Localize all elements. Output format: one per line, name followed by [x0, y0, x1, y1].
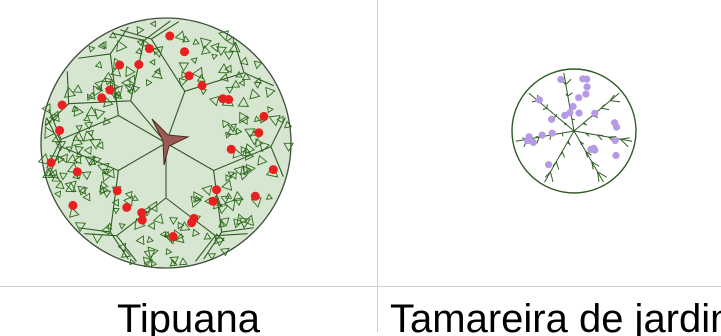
fruit-dot-icon [97, 93, 106, 102]
fruit-dot-icon [582, 91, 589, 98]
fruit-dot-icon [185, 71, 194, 80]
tamareira-canopy-icon [378, 0, 721, 286]
fruit-dot-icon [579, 75, 586, 82]
fruit-dot-icon [105, 85, 114, 94]
fruit-dot-icon [566, 109, 573, 116]
fruit-dot-icon [58, 101, 67, 110]
fruit-dot-icon [251, 192, 260, 201]
fruit-dot-icon [549, 130, 556, 137]
fruit-dot-icon [530, 139, 537, 146]
plant-name-tipuana: Tipuana [0, 296, 377, 336]
fruit-dot-icon [591, 110, 598, 117]
fruit-dot-icon [557, 76, 564, 83]
fruit-dot-icon [68, 201, 77, 210]
fruit-dot-icon [209, 197, 218, 206]
fruit-dot-icon [269, 165, 278, 174]
fruit-dot-icon [612, 137, 619, 144]
fruit-dot-icon [180, 47, 189, 56]
fruit-dot-icon [548, 116, 555, 123]
fruit-dot-icon [227, 145, 236, 154]
fruit-dot-icon [122, 203, 131, 212]
fruit-dot-icon [165, 32, 174, 41]
fruit-dot-icon [254, 128, 263, 137]
tipuana-cell [0, 0, 377, 286]
fruit-dot-icon [575, 94, 582, 101]
fruit-dot-icon [134, 60, 143, 69]
fruit-dot-icon [198, 81, 207, 90]
fruit-dot-icon [584, 83, 591, 90]
fruit-dot-icon [545, 161, 552, 168]
fruit-dot-icon [113, 186, 122, 195]
fruit-dot-icon [539, 132, 546, 139]
fruit-dot-icon [536, 96, 543, 103]
fruit-dot-icon [145, 44, 154, 53]
fruit-dot-icon [612, 152, 619, 159]
row-divider [0, 286, 721, 287]
fruit-dot-icon [137, 208, 146, 217]
fruit-dot-icon [526, 133, 533, 140]
fruit-dot-icon [73, 167, 82, 176]
fruit-dot-icon [224, 95, 233, 104]
fruit-dot-icon [187, 218, 196, 227]
fruit-dot-icon [591, 147, 598, 154]
tamareira-cell [378, 0, 721, 286]
plant-name-tamareira: Tamareira de jardim [378, 296, 721, 336]
fruit-dot-icon [115, 61, 124, 70]
fruit-dot-icon [575, 110, 582, 117]
fruit-dot-icon [570, 103, 577, 110]
tipuana-canopy-icon [0, 0, 377, 286]
fruit-dot-icon [55, 126, 64, 135]
fruit-dot-icon [169, 232, 178, 241]
fruit-dot-icon [212, 185, 221, 194]
fruit-dot-icon [259, 112, 268, 121]
fruit-dot-icon [47, 158, 56, 167]
fruit-dot-icon [613, 124, 620, 131]
